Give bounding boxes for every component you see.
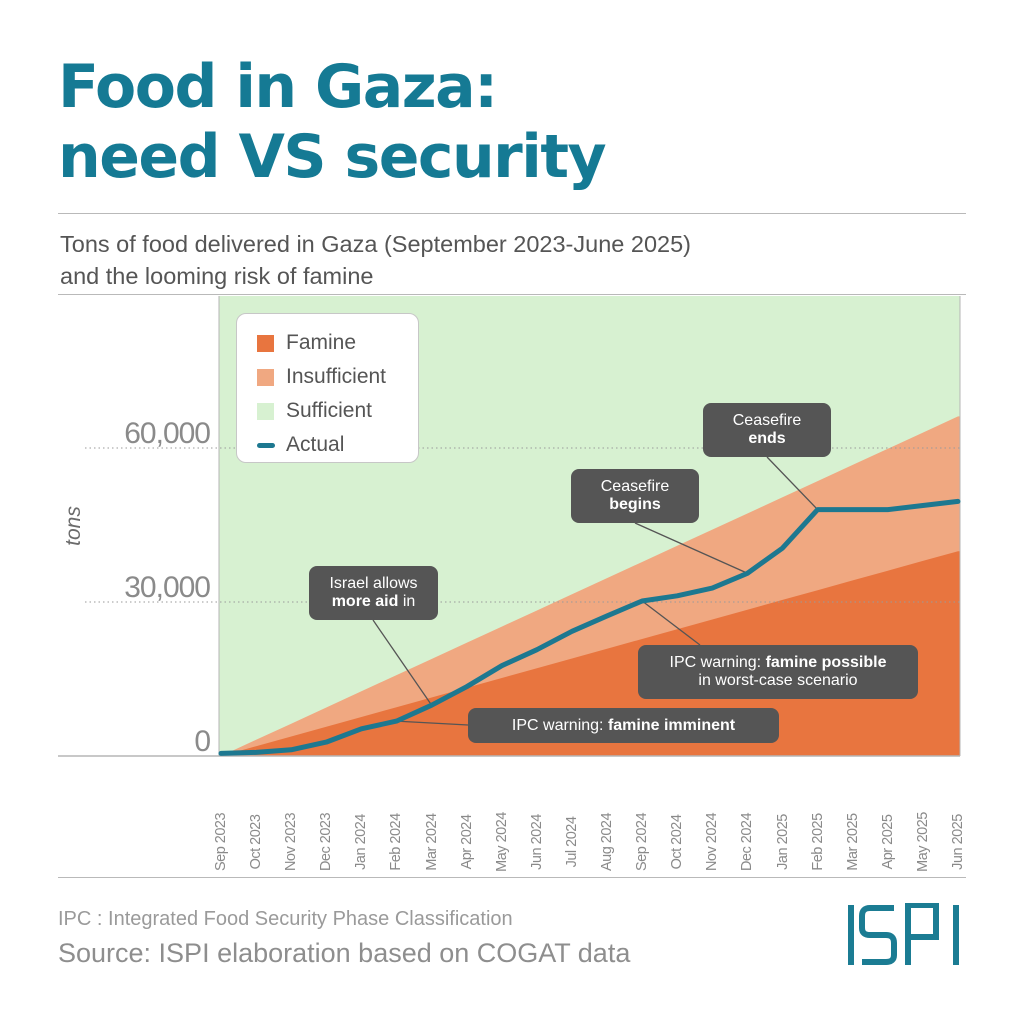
x-tick-label: May 2025: [914, 812, 931, 872]
x-tick-label: Jan 2024: [353, 814, 370, 870]
legend-label-sufficient: Sufficient: [286, 399, 372, 422]
callout-ceasefire-ends-bold: ends: [748, 430, 786, 447]
callout-ceasefire-ends: Ceasefire ends: [703, 403, 831, 457]
x-tick-label: Nov 2024: [704, 812, 721, 872]
y-tick-30000: 30,000: [124, 571, 211, 604]
legend-item-actual: Actual: [257, 432, 344, 458]
subtitle: Tons of food delivered in Gaza (Septembe…: [60, 228, 691, 292]
callout-israel-more-aid: Israel allows more aid in: [309, 566, 438, 620]
title-line-2: need VS security: [58, 122, 607, 192]
ispi-logo: [848, 903, 959, 965]
x-tick-label: Feb 2024: [388, 813, 405, 871]
leader-israel-more-aid: [372, 619, 433, 706]
y-tick-0: 0: [194, 725, 211, 758]
x-tick-label: Sep 2024: [634, 812, 651, 872]
x-tick-label: Apr 2025: [879, 814, 896, 870]
callout-israel-more-aid-bold: more aid: [331, 593, 399, 610]
legend-item-insufficient: Insufficient: [257, 364, 386, 390]
leader-ipc-possible: [641, 600, 701, 646]
page-title: Food in Gaza: need VS security: [58, 52, 607, 192]
legend-item-famine: Famine: [257, 330, 356, 356]
y-tick-60000: 60,000: [124, 417, 211, 450]
divider-top: [58, 213, 966, 214]
x-tick-label: Mar 2025: [844, 813, 861, 871]
x-tick-label: Sep 2023: [213, 812, 229, 872]
x-tick-label: Jun 2024: [528, 814, 545, 870]
callout-israel-more-aid-pre: Israel allows: [329, 575, 418, 592]
legend-item-sufficient: Sufficient: [257, 398, 372, 424]
x-tick-label: Jun 2025: [950, 814, 966, 870]
source-note: Source: ISPI elaboration based on COGAT …: [58, 938, 631, 968]
callout-ceasefire-begins-pre: Ceasefire: [600, 478, 670, 495]
leader-ceasefire-begins: [634, 522, 748, 574]
legend-swatch-insufficient: [257, 368, 274, 386]
callout-ceasefire-begins-bold: begins: [609, 496, 661, 513]
divider-bottom: [58, 877, 966, 878]
subtitle-line-1: Tons of food delivered in Gaza (Septembe…: [60, 231, 691, 257]
x-tick-label: Nov 2023: [283, 812, 300, 872]
callout-ipc-possible-pre: IPC warning:: [669, 654, 766, 671]
actual-line: [218, 498, 961, 756]
x-tick-label: Dec 2023: [318, 812, 335, 872]
legend-label-famine: Famine: [286, 331, 357, 354]
leader-ceasefire-ends: [766, 456, 819, 511]
title-line-1: Food in Gaza:: [58, 52, 498, 122]
divider-chart: [58, 294, 966, 295]
x-tick-label: Apr 2024: [458, 814, 475, 870]
x-tick-label: Aug 2024: [599, 812, 616, 872]
callout-ipc-possible: IPC warning: famine possible in worst-ca…: [638, 645, 918, 699]
callout-israel-more-aid-post: in: [398, 593, 416, 610]
x-tick-label: Oct 2023: [248, 814, 265, 870]
x-tick-label: Feb 2025: [809, 813, 826, 871]
x-tick-label: Jan 2025: [774, 814, 791, 870]
x-tick-label: Oct 2024: [669, 814, 686, 870]
legend-label-actual: Actual: [286, 433, 345, 456]
callout-ipc-imminent: IPC warning: famine imminent: [468, 708, 779, 743]
callout-ipc-possible-bold: famine possible: [765, 654, 887, 671]
subtitle-line-2: and the looming risk of famine: [60, 263, 374, 289]
x-tick-label: Dec 2024: [739, 812, 756, 872]
leader-ipc-imminent: [396, 720, 469, 726]
legend-label-insufficient: Insufficient: [286, 365, 387, 388]
x-tick-label: Jul 2024: [563, 816, 580, 868]
legend-line-actual: [257, 442, 275, 448]
x-tick-label: May 2024: [493, 812, 510, 872]
legend-swatch-sufficient: [257, 402, 274, 420]
footnote: IPC : Integrated Food Security Phase Cla…: [58, 908, 513, 930]
callout-ipc-imminent-pre: IPC warning:: [511, 716, 608, 734]
y-axis-label: tons: [62, 506, 85, 546]
chart-legend: Famine Insufficient Sufficient Actual: [236, 313, 419, 463]
x-tick-label: Mar 2024: [423, 813, 440, 871]
callout-ipc-imminent-bold: famine imminent: [607, 716, 736, 734]
legend-swatch-famine: [257, 334, 274, 352]
callout-ceasefire-ends-pre: Ceasefire: [732, 412, 802, 429]
callout-ceasefire-begins: Ceasefire begins: [571, 469, 699, 523]
callout-ipc-possible-post: in worst-case scenario: [698, 672, 858, 689]
